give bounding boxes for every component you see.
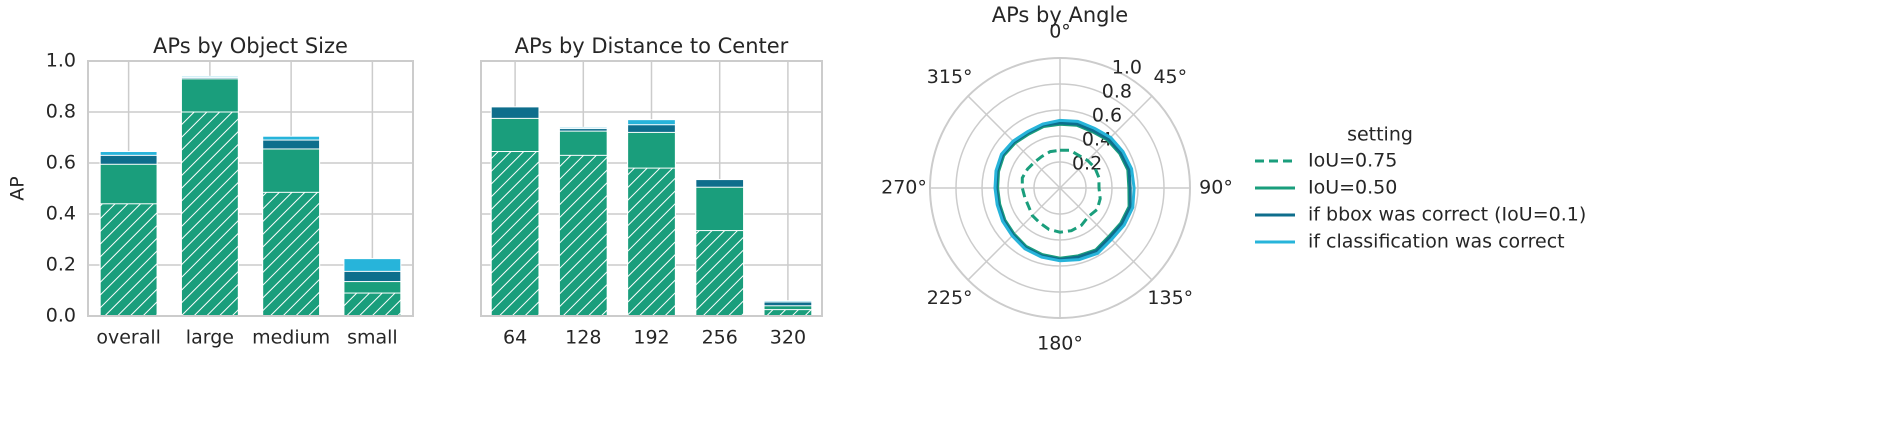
legend-label: IoU=0.50 bbox=[1308, 177, 1397, 199]
legend-label: IoU=0.75 bbox=[1308, 150, 1397, 172]
y-axis-label: AP bbox=[7, 176, 29, 200]
x-tick-label: large bbox=[186, 327, 234, 349]
bar bbox=[490, 151, 540, 317]
x-tick-label: overall bbox=[96, 327, 161, 349]
theta-tick-label: 135° bbox=[1147, 287, 1193, 309]
theta-tick-label: 45° bbox=[1153, 66, 1187, 88]
line bbox=[993, 118, 1136, 263]
x-tick-label: 64 bbox=[503, 327, 527, 349]
x-tick-label: small bbox=[347, 327, 398, 349]
legend-label: if classification was correct bbox=[1308, 231, 1565, 253]
x-tick-label: 192 bbox=[633, 327, 669, 349]
r-tick-label: 0.2 bbox=[1072, 152, 1102, 174]
x-tick-label: 256 bbox=[702, 327, 738, 349]
y-tick-label: 0.4 bbox=[46, 203, 76, 225]
grid-circle bbox=[955, 83, 1165, 293]
theta-tick-label: 270° bbox=[881, 177, 927, 199]
bar bbox=[695, 230, 745, 317]
bar bbox=[262, 191, 321, 317]
theta-tick-label: 90° bbox=[1199, 177, 1233, 199]
theta-tick-label: 180° bbox=[1037, 333, 1083, 355]
grid-line bbox=[1059, 187, 1153, 281]
x-tick-label: medium bbox=[252, 327, 330, 349]
theta-tick-label: 315° bbox=[927, 66, 973, 88]
theta-tick-label: 225° bbox=[927, 287, 973, 309]
bar bbox=[343, 292, 402, 317]
legend-label: if bbox was correct (IoU=0.1) bbox=[1308, 204, 1586, 226]
chart-title: APs by Distance to Center bbox=[515, 34, 789, 58]
y-tick-label: 0.0 bbox=[46, 305, 76, 327]
legend-title: setting bbox=[1347, 124, 1413, 146]
grid-circle bbox=[981, 109, 1139, 267]
bar bbox=[180, 111, 239, 317]
chart-title: APs by Object Size bbox=[153, 34, 348, 58]
grid-circle bbox=[1007, 135, 1113, 241]
x-tick-label: 320 bbox=[770, 327, 806, 349]
r-tick-label: 0.8 bbox=[1102, 80, 1132, 102]
x-tick-label: 128 bbox=[565, 327, 601, 349]
y-tick-label: 1.0 bbox=[46, 50, 76, 72]
grid-line bbox=[1059, 95, 1153, 189]
axes-frame bbox=[87, 60, 414, 317]
chart-title: APs by Angle bbox=[992, 3, 1128, 27]
bar bbox=[558, 154, 608, 317]
axes-frame bbox=[480, 60, 823, 317]
bar bbox=[627, 167, 676, 317]
r-tick-label: 1.0 bbox=[1112, 56, 1142, 78]
y-tick-label: 0.6 bbox=[46, 152, 76, 174]
line bbox=[1020, 148, 1102, 234]
r-tick-label: 0.6 bbox=[1092, 104, 1122, 126]
grid-circle bbox=[929, 57, 1191, 319]
theta-tick-label: 0° bbox=[1049, 21, 1071, 43]
grid-circle bbox=[1033, 161, 1087, 215]
bar bbox=[99, 203, 158, 317]
y-tick-label: 0.8 bbox=[46, 101, 76, 123]
y-tick-label: 0.2 bbox=[46, 254, 76, 276]
